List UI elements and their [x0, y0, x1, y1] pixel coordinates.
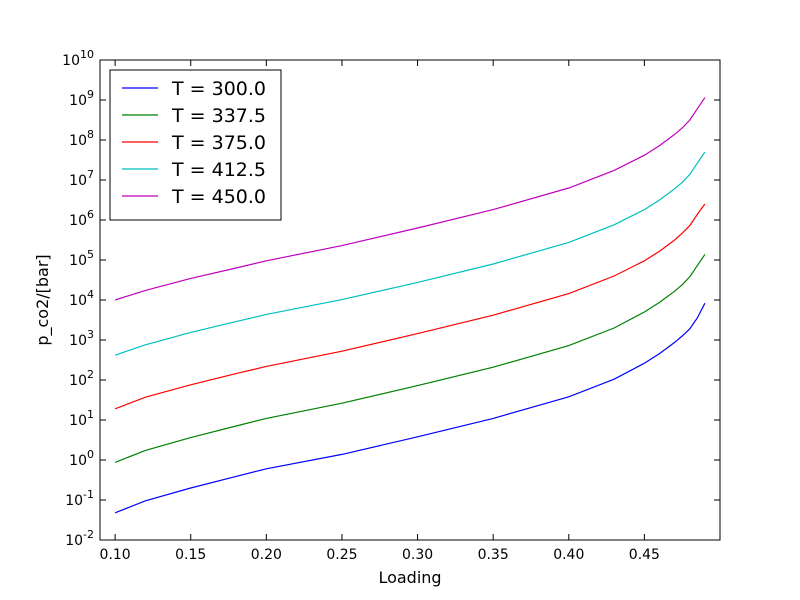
y-tick-label: 103: [69, 328, 94, 349]
y-tick-label: 105: [69, 248, 94, 269]
y-tick-label: 108: [69, 128, 94, 149]
legend-label-3: T = 375.0: [171, 132, 266, 154]
series-line-2: [114, 254, 706, 463]
x-axis-label: Loading: [378, 568, 441, 587]
y-tick-label: 109: [69, 88, 94, 109]
series-line-5: [114, 97, 706, 301]
y-tick-label: 106: [69, 208, 94, 229]
legend-label-1: T = 300.0: [171, 78, 266, 100]
y-axis: 10-2 10-1 100 101 102 103 104 105 106 107 108 109 10…: [62, 48, 720, 549]
y-tick-label: 107: [69, 168, 94, 189]
legend: T = 300.0 T = 337.5 T = 375.0 T = 412.5 T = …: [109, 69, 282, 221]
x-tick-label: 0.15: [175, 547, 206, 563]
y-tick-label: 1010: [62, 48, 94, 69]
x-tick-label: 0.40: [553, 547, 584, 563]
y-tick-label: 10-2: [65, 528, 94, 549]
x-tick-label: 0.10: [100, 547, 131, 563]
y-tick-label: 104: [69, 288, 94, 309]
series-line-1: [114, 302, 706, 514]
x-tick-label: 0.30: [402, 547, 433, 563]
y-tick-label: 101: [69, 408, 94, 429]
plot-lines: [114, 97, 706, 514]
legend-label-4: T = 412.5: [171, 159, 266, 181]
legend-label-5: T = 450.0: [171, 186, 266, 208]
series-line-4: [114, 151, 706, 356]
y-tick-label: 102: [69, 368, 94, 389]
legend-box: [109, 69, 282, 221]
x-tick-label: 0.45: [629, 547, 660, 563]
x-axis: 0.10 0.15 0.20 0.25 0.30 0.35 0.40 0.45: [100, 60, 660, 563]
y-tick-label: 100: [69, 448, 94, 469]
x-tick-label: 0.35: [478, 547, 509, 563]
y-tick-label: 10-1: [65, 488, 94, 509]
x-tick-label: 0.20: [251, 547, 282, 563]
y-axis-label: p_co2/[bar]: [33, 254, 53, 345]
x-tick-label: 0.25: [326, 547, 357, 563]
legend-label-2: T = 337.5: [171, 105, 266, 127]
series-line-3: [114, 203, 706, 410]
